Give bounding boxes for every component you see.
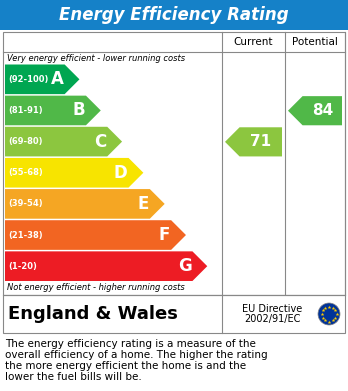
Text: B: B [72,101,85,120]
Bar [3,32,345,295]
Polygon shape [5,189,165,219]
Bar [0,0,348,30]
Text: (69-80): (69-80) [8,137,42,146]
Text: Very energy efficient - lower running costs: Very energy efficient - lower running co… [7,54,185,63]
Text: (92-100): (92-100) [8,75,48,84]
Circle shape [318,303,340,325]
Text: Current: Current [234,37,273,47]
Text: Energy Efficiency Rating: Energy Efficiency Rating [59,6,289,24]
Text: 71: 71 [250,135,271,149]
Text: EU Directive: EU Directive [242,304,303,314]
Bar [3,295,345,333]
Text: (39-54): (39-54) [8,199,42,208]
Text: the more energy efficient the home is and the: the more energy efficient the home is an… [5,361,246,371]
Polygon shape [5,127,122,156]
Text: E: E [137,195,149,213]
Text: F: F [159,226,170,244]
Text: (21-38): (21-38) [8,231,42,240]
Polygon shape [5,158,143,188]
Polygon shape [5,251,207,281]
Text: D: D [114,164,127,182]
Text: England & Wales: England & Wales [8,305,178,323]
Text: The energy efficiency rating is a measure of the: The energy efficiency rating is a measur… [5,339,256,349]
Polygon shape [288,96,342,125]
Text: 84: 84 [312,103,333,118]
Polygon shape [5,220,186,250]
Text: 2002/91/EC: 2002/91/EC [244,314,301,324]
Text: G: G [178,257,191,275]
Text: Potential: Potential [292,37,338,47]
Text: (81-91): (81-91) [8,106,42,115]
Polygon shape [5,65,79,94]
Text: lower the fuel bills will be.: lower the fuel bills will be. [5,372,142,382]
Text: C: C [94,133,106,151]
Text: A: A [51,70,64,88]
Polygon shape [5,96,101,125]
Text: (1-20): (1-20) [8,262,37,271]
Polygon shape [225,127,282,156]
Text: Not energy efficient - higher running costs: Not energy efficient - higher running co… [7,283,185,292]
Text: (55-68): (55-68) [8,168,43,177]
Text: overall efficiency of a home. The higher the rating: overall efficiency of a home. The higher… [5,350,268,360]
